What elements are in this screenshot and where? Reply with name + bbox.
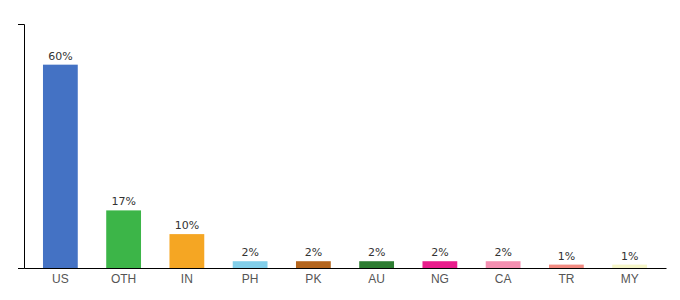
x-tick: PH [242, 268, 259, 286]
x-axis: US OTH IN PH PK AU NG CA TR MY [25, 268, 667, 286]
bar [233, 261, 268, 268]
x-tick-label: TR [558, 272, 574, 286]
y-axis-line [18, 25, 25, 269]
x-tick: CA [495, 268, 512, 286]
x-tick: OTH [111, 268, 136, 286]
data-label: 2% [431, 246, 448, 259]
bar [612, 265, 647, 268]
chart-container: US OTH IN PH PK AU NG CA TR MY 60% 17% 10% 2% 2% 2% 2% 2%… [0, 0, 680, 300]
data-label: 2% [241, 246, 258, 259]
data-label: 10% [175, 219, 199, 232]
x-tick-label: AU [368, 272, 385, 286]
bars [43, 65, 647, 268]
x-tick: AU [368, 268, 385, 286]
x-tick-label: CA [495, 272, 512, 286]
data-label: 2% [305, 246, 322, 259]
data-label: 60% [48, 50, 72, 63]
chart-svg: US OTH IN PH PK AU NG CA TR MY 60% 17% 10% 2% 2% 2% 2% 2%… [0, 0, 680, 300]
data-label: 1% [558, 250, 575, 263]
x-tick-label: PH [242, 272, 259, 286]
x-tick-label: NG [431, 272, 449, 286]
x-tick: NG [431, 268, 449, 286]
x-tick: IN [181, 268, 193, 286]
bar [549, 265, 584, 268]
bar [43, 65, 78, 268]
data-label: 2% [368, 246, 385, 259]
x-tick: TR [558, 268, 574, 286]
x-tick: PK [305, 268, 321, 286]
x-tick-label: IN [181, 272, 193, 286]
data-label: 2% [494, 246, 511, 259]
x-axis-line [25, 268, 667, 269]
bar [169, 234, 204, 268]
bar [486, 261, 521, 268]
data-label: 17% [111, 195, 135, 208]
data-labels: 60% 17% 10% 2% 2% 2% 2% 2% 1% 1% [48, 50, 638, 263]
x-tick: MY [621, 268, 639, 286]
x-tick-label: MY [621, 272, 639, 286]
y-axis [18, 25, 25, 269]
x-tick-label: PK [305, 272, 321, 286]
x-tick-label: OTH [111, 272, 136, 286]
bar [106, 210, 141, 268]
x-tick-label: US [52, 272, 69, 286]
data-label: 1% [621, 250, 638, 263]
bar [296, 261, 331, 268]
plot: US OTH IN PH PK AU NG CA TR MY 60% 17% 10% 2% 2% 2% 2% 2%… [18, 25, 667, 286]
bar [359, 261, 394, 268]
x-tick: US [52, 268, 69, 286]
bar [422, 261, 457, 268]
